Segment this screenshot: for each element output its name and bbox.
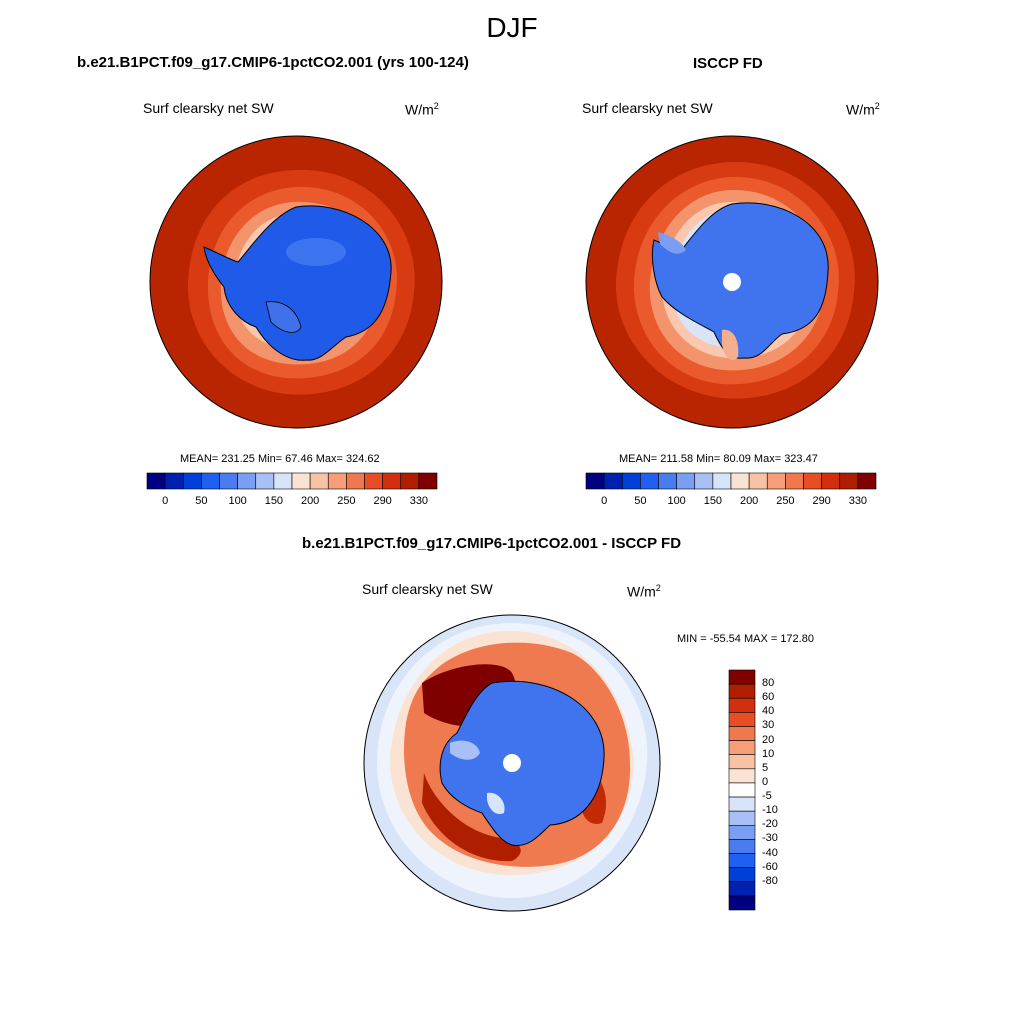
colorbar-tick-label: -40 (762, 846, 778, 859)
colorbar-swatch (766, 472, 786, 490)
units-label-obs: W/m2 (846, 101, 880, 118)
colorbar-swatch (146, 472, 166, 490)
units-label-diff: W/m2 (627, 583, 661, 600)
colorbar-swatch (658, 472, 677, 490)
colorbar-swatch (728, 683, 756, 699)
colorbar-swatch (803, 472, 822, 490)
colorbar-swatch (728, 697, 756, 713)
polar-map-obs (585, 135, 879, 429)
colorbar-tick-label: 100 (228, 495, 247, 507)
colorbar-swatch (857, 472, 877, 490)
stats-diff: MIN = -55.54 MAX = 172.80 (677, 633, 814, 645)
colorbar-swatch (728, 810, 756, 826)
colorbar-swatch (640, 472, 659, 490)
variable-label-model: Surf clearsky net SW (143, 100, 274, 116)
colorbar-swatch (712, 472, 732, 490)
colorbar-swatch (346, 472, 365, 490)
colorbar-tick-label: 290 (373, 495, 392, 507)
colorbar-swatch (382, 472, 402, 490)
colorbar-tick-label: 150 (703, 495, 723, 507)
colorbar-tick-label: 0 (162, 495, 169, 507)
colorbar-tick-label: 80 (762, 677, 775, 690)
figure-title: DJF (486, 12, 538, 43)
colorbar-tick-label: 200 (739, 495, 759, 507)
units-label-model: W/m2 (405, 101, 439, 118)
colorbar-swatch (728, 796, 756, 812)
colorbar-swatch (728, 824, 756, 840)
colorbar-swatch (603, 472, 623, 490)
colorbar-swatch (728, 768, 756, 784)
colorbar-swatch (728, 839, 756, 854)
colorbar-tick-label: 100 (667, 495, 686, 507)
colorbar-swatch (182, 472, 202, 490)
variable-label-diff: Surf clearsky net SW (362, 581, 493, 597)
colorbar-tick-label: 200 (300, 495, 320, 507)
colorbar-tick-label: 60 (762, 691, 775, 704)
colorbar-swatch (694, 472, 714, 490)
colorbar-swatch (621, 472, 641, 490)
colorbar-swatch (164, 472, 184, 490)
colorbar-swatch (748, 472, 768, 490)
colorbar-swatch (273, 472, 293, 490)
variable-label-obs: Surf clearsky net SW (582, 100, 713, 116)
colorbar-tick-label: 20 (762, 733, 775, 746)
colorbar-tick-label: -80 (762, 874, 778, 887)
colorbar-swatch (728, 754, 756, 770)
colorbar-swatch (785, 472, 804, 490)
colorbar-swatch (730, 472, 750, 490)
colorbar-swatch (728, 853, 756, 868)
colorbar-swatch (728, 782, 756, 798)
colorbar-swatch (728, 895, 756, 911)
colorbar-obs (585, 472, 877, 490)
colorbar-tick-label: 330 (409, 495, 429, 507)
colorbar-swatch (728, 740, 756, 756)
colorbar-tick-label: 30 (762, 719, 775, 732)
colorbar-tick-label: -5 (762, 790, 772, 803)
colorbar-tick-label: -10 (762, 804, 778, 817)
colorbar-swatch (255, 472, 275, 490)
colorbar-tick-label: 10 (762, 747, 775, 760)
colorbar-tick-label: 50 (195, 495, 208, 507)
colorbar-swatch (839, 472, 859, 490)
colorbar-swatch (309, 472, 329, 490)
colorbar-swatch (364, 472, 383, 490)
colorbar-swatch (728, 669, 756, 685)
colorbar-tick-label: 250 (776, 495, 795, 507)
colorbar-swatch (418, 472, 438, 490)
colorbar-tick-label: -60 (762, 860, 778, 873)
colorbar-swatch (728, 712, 756, 727)
colorbar-tick-label: 150 (264, 495, 284, 507)
colorbar-swatch (821, 472, 841, 490)
colorbar-tick-label: 250 (337, 495, 356, 507)
colorbar-tick-label: 40 (762, 705, 775, 718)
colorbar-tick-label: 0 (601, 495, 608, 507)
panel-title-model: b.e21.B1PCT.f09_g17.CMIP6-1pctCO2.001 (y… (77, 54, 469, 71)
stats-obs: MEAN= 211.58 Min= 80.09 Max= 323.47 (619, 453, 818, 465)
colorbar-tick-label: 50 (634, 495, 647, 507)
colorbar-swatch (327, 472, 347, 490)
panel-title-obs: ISCCP FD (693, 55, 763, 72)
colorbar-swatch (676, 472, 696, 490)
colorbar-swatch (728, 726, 756, 741)
colorbar-model (146, 472, 438, 490)
colorbar-tick-label: -30 (762, 832, 778, 845)
colorbar-swatch (219, 472, 238, 490)
colorbar-swatch (728, 881, 756, 897)
colorbar-diff (728, 669, 756, 911)
colorbar-tick-label: 0 (762, 775, 769, 788)
polar-map-model (149, 135, 443, 429)
colorbar-swatch (201, 472, 220, 490)
colorbar-swatch (400, 472, 420, 490)
colorbar-swatch (728, 867, 756, 883)
colorbar-tick-label: 290 (812, 495, 831, 507)
colorbar-tick-label: -20 (762, 818, 778, 831)
polar-map-diff (363, 614, 661, 912)
colorbar-swatch (237, 472, 257, 490)
panel-title-diff: b.e21.B1PCT.f09_g17.CMIP6-1pctCO2.001 - … (302, 535, 682, 552)
colorbar-tick-label: 330 (848, 495, 868, 507)
colorbar-tick-label: 5 (762, 761, 769, 774)
colorbar-swatch (585, 472, 605, 490)
stats-model: MEAN= 231.25 Min= 67.46 Max= 324.62 (180, 453, 380, 465)
colorbar-swatch (291, 472, 311, 490)
